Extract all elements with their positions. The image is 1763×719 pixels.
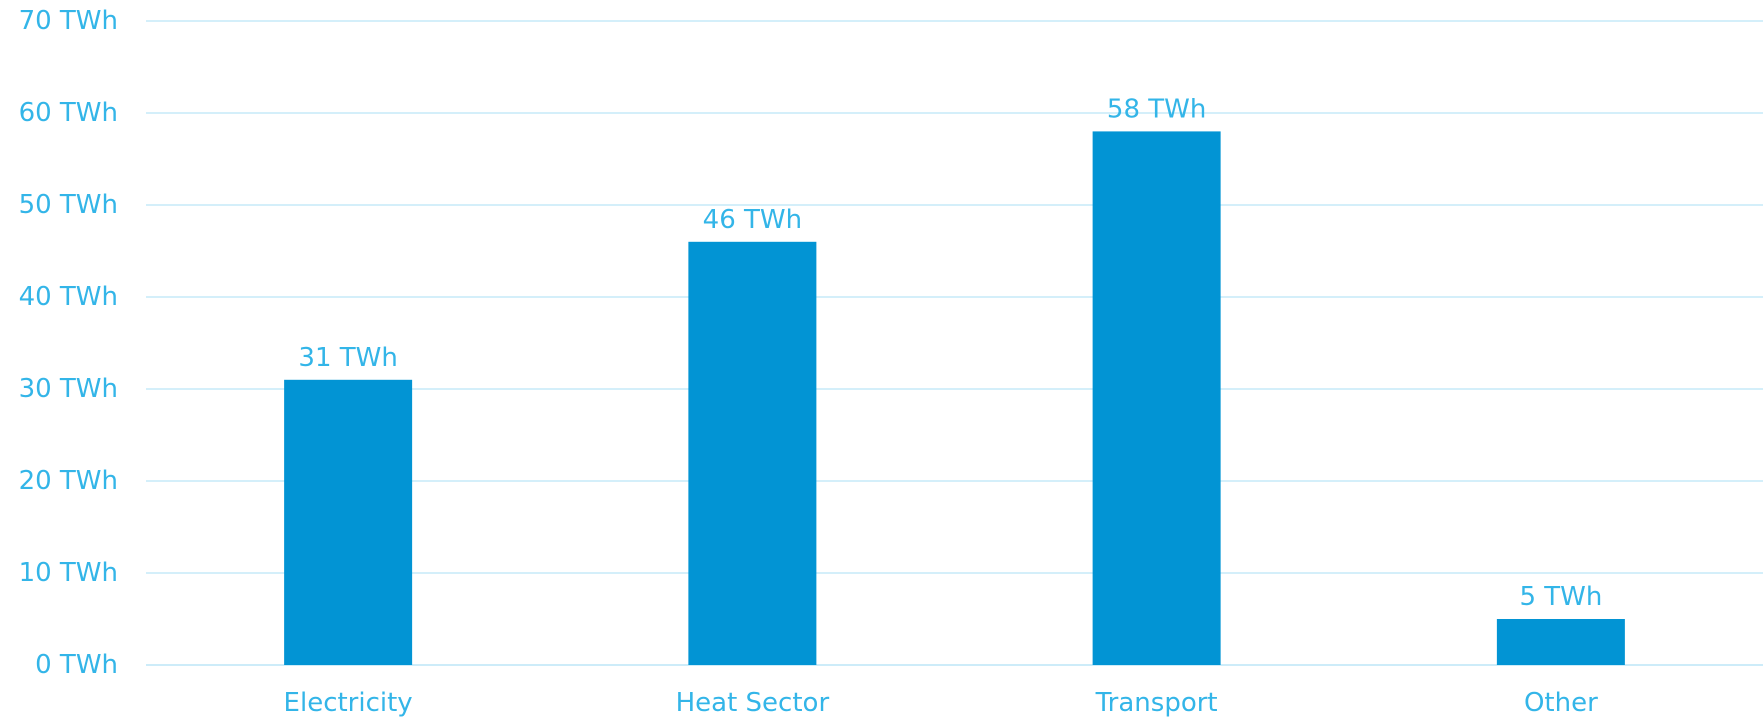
gridlines bbox=[146, 20, 1763, 666]
y-tick-label: 70 TWh bbox=[19, 6, 118, 36]
y-tick-label: 60 TWh bbox=[19, 98, 118, 128]
category-label: Transport bbox=[1095, 688, 1218, 718]
y-tick-label: 0 TWh bbox=[35, 650, 118, 680]
data-label: 58 TWh bbox=[1107, 94, 1206, 124]
y-tick-label: 20 TWh bbox=[19, 466, 118, 496]
category-label: Other bbox=[1524, 688, 1598, 718]
category-label: Heat Sector bbox=[676, 688, 830, 718]
bars bbox=[284, 131, 1625, 666]
y-tick-label: 50 TWh bbox=[19, 190, 118, 220]
bar-transport bbox=[1092, 131, 1221, 665]
bar-electricity bbox=[284, 379, 413, 665]
data-label: 46 TWh bbox=[703, 205, 802, 235]
y-axis-tick-labels: 0 TWh 10 TWh 20 TWh 30 TWh 40 TWh 50 TWh 60 TW… bbox=[19, 6, 118, 680]
data-labels: 31 TWh 46 TWh 58 TWh 5 TWh bbox=[298, 94, 1602, 612]
x-axis-category-labels: Electricity Heat Sector Transport Other bbox=[284, 688, 1599, 718]
y-tick-label: 40 TWh bbox=[19, 282, 118, 312]
data-label: 31 TWh bbox=[298, 343, 397, 373]
y-tick-label: 10 TWh bbox=[19, 558, 118, 588]
bar-heat-sector bbox=[688, 241, 817, 666]
category-label: Electricity bbox=[284, 688, 413, 718]
data-label: 5 TWh bbox=[1519, 582, 1602, 612]
bar-other bbox=[1496, 619, 1625, 665]
y-tick-label: 30 TWh bbox=[19, 374, 118, 404]
